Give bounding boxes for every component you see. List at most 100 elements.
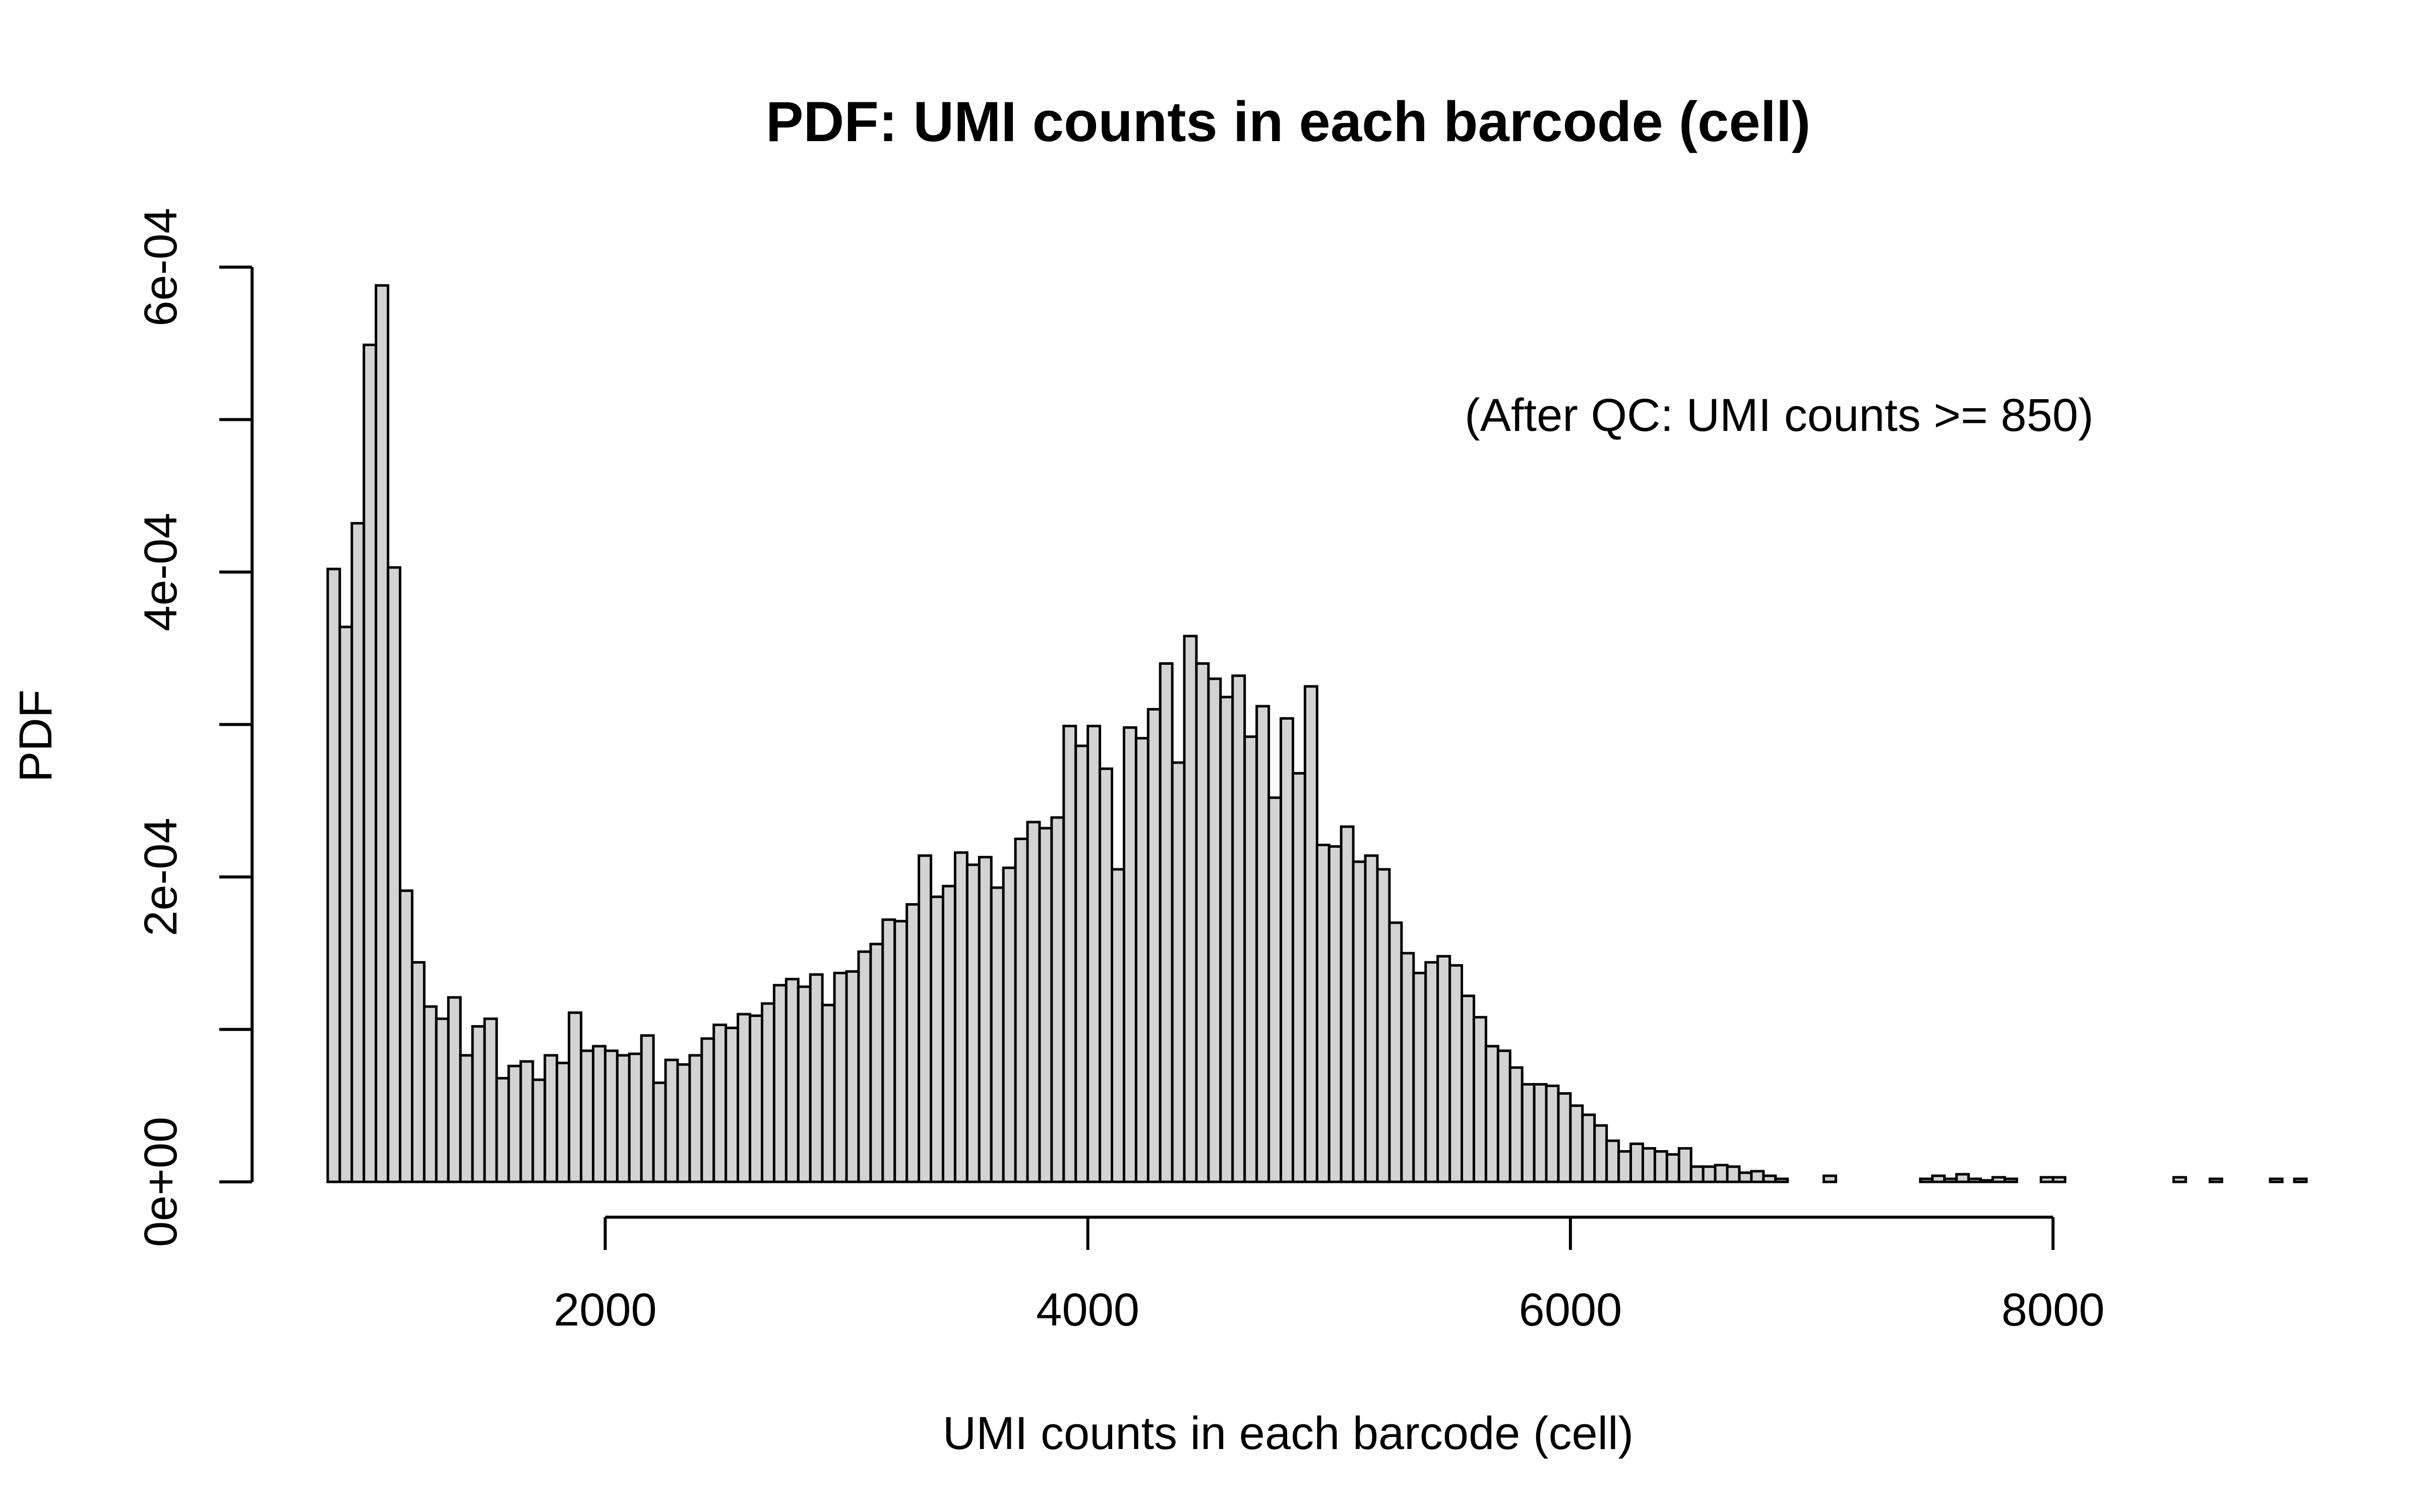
- histogram-bar: [1689, 1165, 1705, 1183]
- histogram-bar: [338, 625, 353, 1183]
- histogram-bar: [905, 903, 921, 1183]
- chart-title: PDF: UMI counts in each barcode (cell): [766, 90, 1810, 153]
- histogram-bar: [1159, 662, 1174, 1183]
- histogram-bar: [1243, 735, 1258, 1183]
- histogram-bar: [1569, 1104, 1584, 1183]
- histogram-bar: [1303, 685, 1318, 1183]
- histogram-bar: [700, 1037, 715, 1183]
- histogram-bar: [761, 1002, 775, 1183]
- histogram-bar: [1086, 725, 1102, 1183]
- histogram-bar: [628, 1052, 643, 1183]
- histogram-bar: [1026, 821, 1041, 1183]
- histogram-bar: [1340, 825, 1355, 1183]
- histogram-bar: [1183, 635, 1198, 1183]
- histogram-bar: [507, 1064, 522, 1183]
- histogram-bar: [531, 1078, 547, 1183]
- histogram-bar: [1195, 662, 1210, 1183]
- histogram-bar: [676, 1063, 691, 1183]
- y-tick-label: 2e-04: [135, 817, 187, 936]
- histogram-bar: [387, 566, 402, 1183]
- histogram-bar: [1484, 1045, 1499, 1183]
- histogram-bar: [1617, 1150, 1632, 1183]
- y-tick-label: 0e+00: [135, 1117, 187, 1247]
- histogram-bar: [1171, 761, 1186, 1183]
- histogram-bar: [1738, 1171, 1753, 1183]
- histogram-bar: [1424, 961, 1439, 1183]
- histogram-bar: [2039, 1176, 2054, 1183]
- histogram-bar: [784, 978, 800, 1183]
- histogram-bar: [1762, 1174, 1777, 1183]
- histogram-bar: [519, 1060, 534, 1183]
- histogram-bar: [1315, 843, 1330, 1183]
- histogram-bar: [978, 856, 993, 1183]
- histogram-bar: [2269, 1177, 2284, 1183]
- histogram-bar: [1750, 1170, 1765, 1183]
- histogram-bar: [941, 885, 956, 1183]
- histogram-bar: [1979, 1179, 1994, 1183]
- histogram-bar: [990, 886, 1005, 1183]
- histogram-bar: [1919, 1177, 1934, 1183]
- histogram-bar: [1774, 1177, 1789, 1183]
- histogram-bar: [1207, 677, 1222, 1183]
- histogram-bar: [1702, 1165, 1717, 1183]
- histogram-bar: [1533, 1083, 1548, 1183]
- histogram-bar: [821, 1003, 836, 1183]
- histogram-bar: [1014, 837, 1029, 1183]
- histogram-bar: [483, 1017, 498, 1183]
- histogram-bar: [1134, 737, 1150, 1183]
- histogram-bar: [1521, 1083, 1536, 1183]
- histogram-bar: [640, 1034, 655, 1183]
- x-tick-label: 6000: [1519, 1284, 1622, 1336]
- x-tick-label: 4000: [1036, 1284, 1139, 1336]
- histogram-bar: [1255, 705, 1270, 1183]
- histogram-bars: [326, 284, 2308, 1183]
- histogram-bar: [1038, 827, 1053, 1183]
- histogram-bar: [1388, 921, 1403, 1183]
- histogram-bar: [2172, 1176, 2187, 1183]
- histogram-bar: [1605, 1139, 1620, 1183]
- histogram-bar: [1496, 1049, 1511, 1183]
- histogram-bar: [556, 1061, 571, 1183]
- histogram-bar: [411, 961, 426, 1183]
- histogram-bar: [1641, 1147, 1656, 1183]
- histogram-bar: [495, 1077, 510, 1183]
- histogram-bar: [399, 889, 414, 1183]
- x-tick-label: 2000: [554, 1284, 657, 1336]
- histogram-bar: [1352, 860, 1367, 1183]
- histogram-bar: [724, 1026, 740, 1183]
- y-axis-label: PDF: [10, 689, 62, 782]
- histogram-bar: [1400, 952, 1415, 1183]
- histogram-bar: [1581, 1113, 1596, 1183]
- histogram-bar: [1545, 1084, 1560, 1183]
- histogram-bar: [1629, 1142, 1644, 1183]
- histogram-bar: [881, 918, 896, 1183]
- histogram-bar: [1099, 767, 1114, 1183]
- y-axis: 0e+00 2e-04 4e-04 6e-04: [135, 208, 254, 1247]
- histogram-bar: [2003, 1177, 2018, 1183]
- histogram-bar: [1146, 708, 1162, 1183]
- histogram-bar: [1653, 1150, 1668, 1183]
- histogram-bar: [1267, 796, 1283, 1183]
- histogram-bar: [712, 1023, 728, 1183]
- histogram-bar: [1508, 1066, 1524, 1183]
- histogram-bar: [930, 895, 944, 1183]
- histogram-bar: [1327, 845, 1343, 1183]
- histogram-bar: [350, 522, 366, 1183]
- histogram-bar: [1460, 994, 1475, 1183]
- histogram-bar: [568, 1011, 583, 1183]
- histogram-bar: [772, 984, 788, 1183]
- histogram-bar: [1111, 868, 1125, 1183]
- histogram-bar: [737, 1013, 752, 1183]
- histogram-bar: [1943, 1177, 1958, 1183]
- histogram-bar: [1280, 717, 1294, 1183]
- histogram-bar: [1991, 1176, 2006, 1183]
- histogram-bar: [918, 854, 933, 1183]
- histogram-bar: [1448, 964, 1463, 1183]
- histogram-bar: [591, 1045, 607, 1183]
- histogram-bar: [1593, 1124, 1608, 1183]
- histogram-bar: [326, 568, 341, 1183]
- histogram-bar: [953, 851, 969, 1183]
- histogram-bar: [1665, 1153, 1680, 1183]
- histogram-bar: [869, 942, 884, 1183]
- histogram-bar: [1931, 1174, 1946, 1183]
